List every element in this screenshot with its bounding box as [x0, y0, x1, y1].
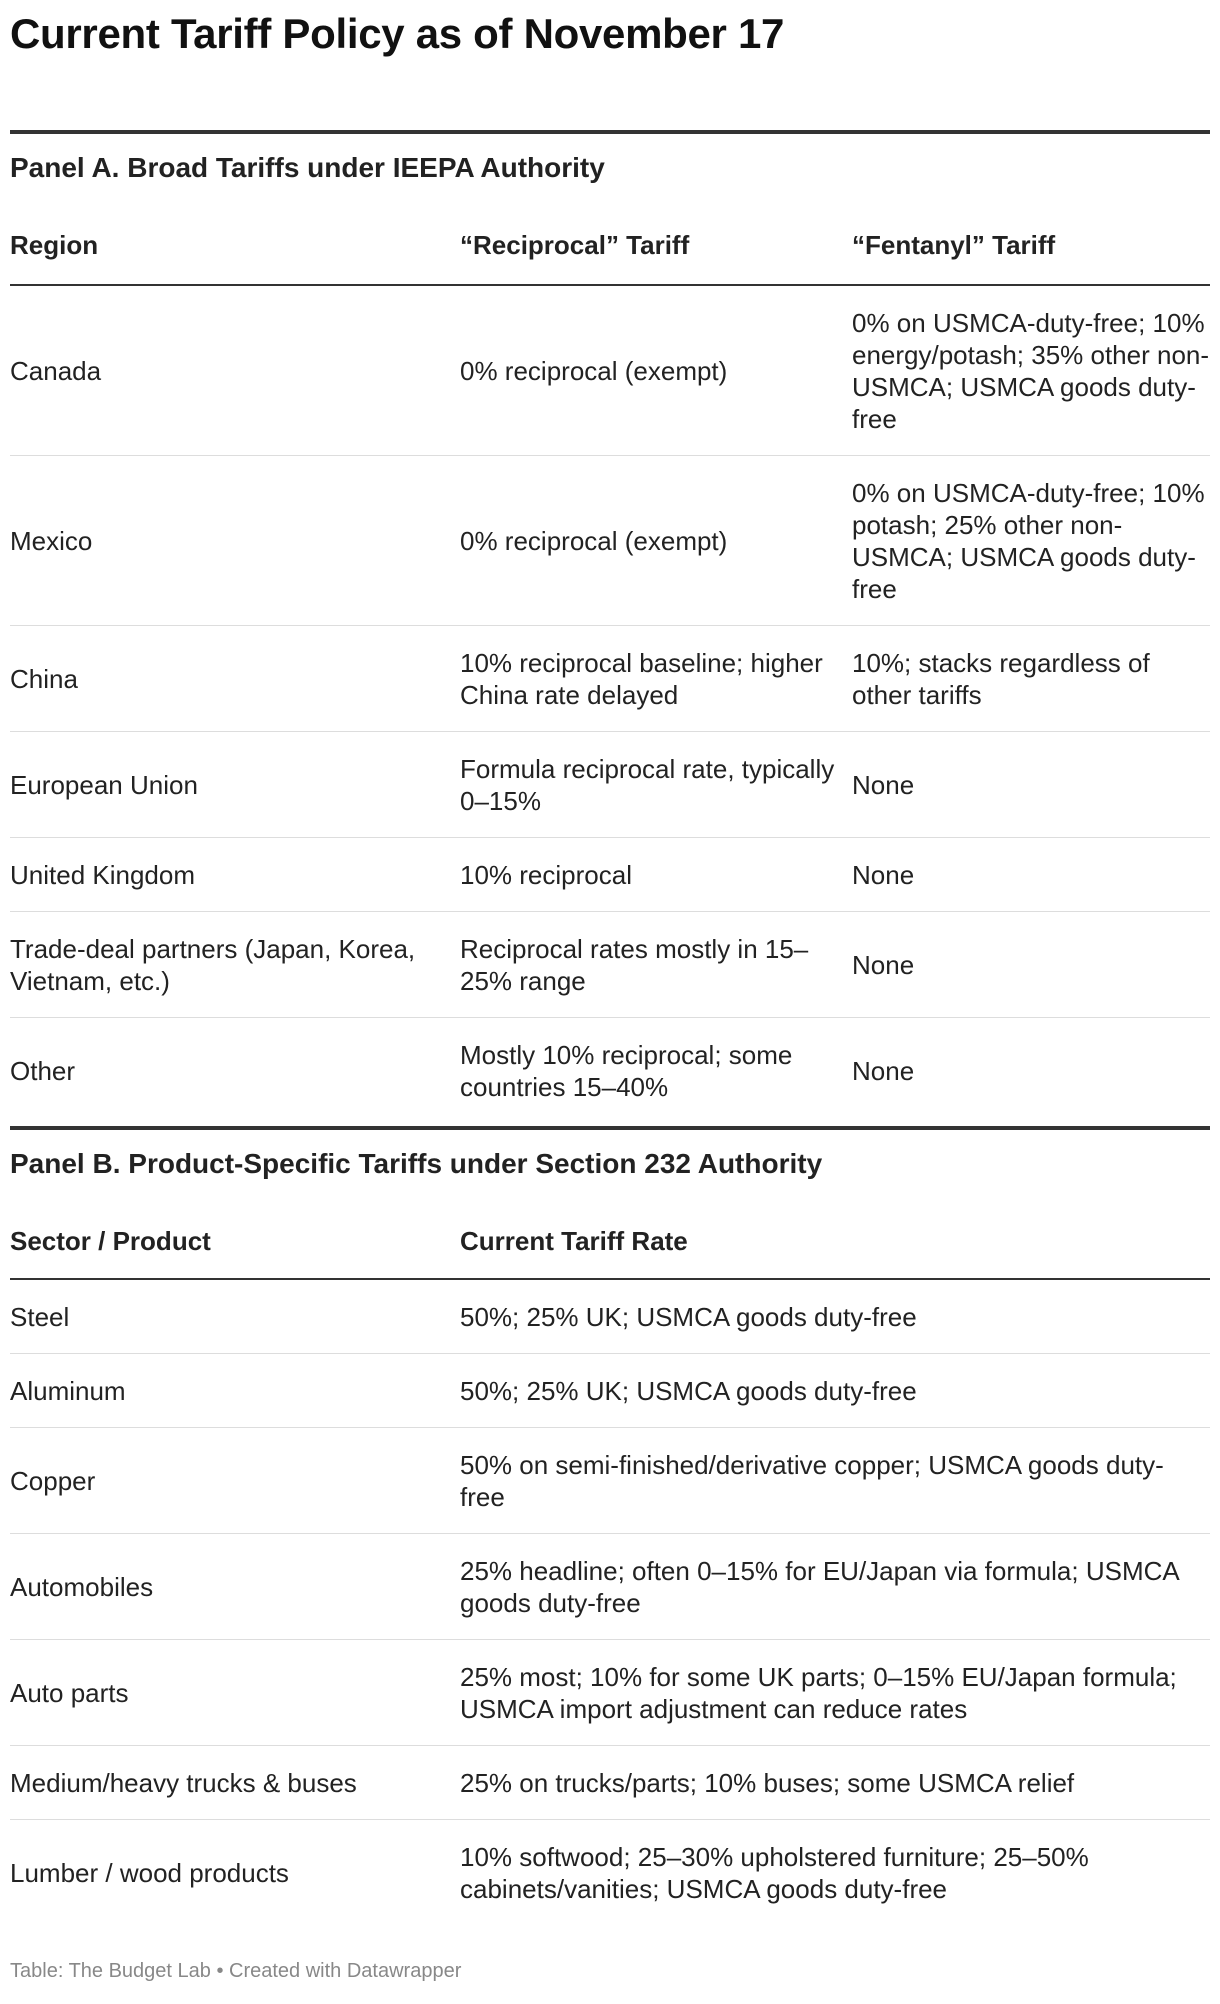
- table-row: United Kingdom 10% reciprocal None: [10, 838, 1210, 912]
- panel-b-header-rule: [10, 1278, 1210, 1280]
- rate-cell: 25% headline; often 0–15% for EU/Japan v…: [460, 1555, 1179, 1618]
- table-row: Lumber / wood products 10% softwood; 25–…: [10, 1820, 1210, 1926]
- header-current-tariff-rate: Current Tariff Rate: [460, 1226, 688, 1256]
- fentanyl-cell: None: [852, 769, 915, 800]
- panel-b-rule: [10, 1126, 1210, 1130]
- reciprocal-cell: 0% reciprocal (exempt): [460, 525, 728, 556]
- fentanyl-cell: None: [852, 1056, 915, 1086]
- fentanyl-cell: None: [852, 859, 915, 890]
- table-row: European Union Formula reciprocal rate, …: [10, 732, 1210, 838]
- page-title: Current Tariff Policy as of November 17: [10, 10, 785, 57]
- header-region: Region: [10, 230, 99, 260]
- reciprocal-cell: Formula reciprocal rate, typically 0–15%: [460, 753, 835, 816]
- table-row: Medium/heavy trucks & buses 25% on truck…: [10, 1746, 1210, 1820]
- panel-a: Panel A. Broad Tariffs under IEEPA Autho…: [10, 130, 1210, 1102]
- panel-b-title: Panel B. Product-Specific Tariffs under …: [10, 1148, 823, 1179]
- reciprocal-cell: 10% reciprocal baseline; higher China ra…: [460, 647, 823, 710]
- table-row: Aluminum 50%; 25% UK; USMCA goods duty-f…: [10, 1354, 1210, 1428]
- source-footer: Table: The Budget Lab • Created with Dat…: [10, 1960, 462, 1982]
- sector-cell: Steel: [10, 1301, 70, 1332]
- sector-cell: Copper: [10, 1465, 96, 1496]
- sector-cell: Medium/heavy trucks & buses: [10, 1767, 357, 1798]
- region-cell: China: [10, 663, 78, 694]
- region-cell: Mexico: [10, 525, 93, 556]
- fentanyl-cell: 10%; stacks regardless of other tariffs: [852, 647, 1150, 710]
- table-row: Steel 50%; 25% UK; USMCA goods duty-free: [10, 1280, 1210, 1354]
- rate-cell: 50%; 25% UK; USMCA goods duty-free: [460, 1301, 917, 1332]
- panel-b: Panel B. Product-Specific Tariffs under …: [10, 1126, 1210, 1904]
- rate-cell: 25% on trucks/parts; 10% buses; some USM…: [460, 1767, 1075, 1798]
- reciprocal-cell: Reciprocal rates mostly in 15–25% range: [460, 933, 809, 996]
- sector-cell: Auto parts: [10, 1677, 129, 1708]
- table-row: Automobiles 25% headline; often 0–15% fo…: [10, 1534, 1210, 1640]
- sector-cell: Aluminum: [10, 1375, 126, 1406]
- sector-cell: Automobiles: [10, 1571, 154, 1602]
- reciprocal-cell: Mostly 10% reciprocal; some countries 15…: [460, 1040, 793, 1102]
- header-fentanyl-tariff: “Fentanyl” Tariff: [852, 230, 1056, 260]
- panel-a-title: Panel A. Broad Tariffs under IEEPA Autho…: [10, 152, 605, 183]
- sector-cell: Lumber / wood products: [10, 1858, 289, 1888]
- reciprocal-cell: 0% reciprocal (exempt): [460, 355, 728, 386]
- region-cell: Other: [10, 1056, 76, 1086]
- panel-a-rule: [10, 130, 1210, 134]
- region-cell: United Kingdom: [10, 859, 195, 890]
- header-reciprocal-tariff: “Reciprocal” Tariff: [460, 230, 690, 260]
- table-row: Canada 0% reciprocal (exempt) 0% on USMC…: [10, 286, 1210, 456]
- table-row: Auto parts 25% most; 10% for some UK par…: [10, 1640, 1210, 1746]
- fentanyl-cell: 0% on USMCA-duty-free; 10% potash; 25% o…: [852, 477, 1205, 604]
- header-sector-product: Sector / Product: [10, 1226, 211, 1256]
- table-row: China 10% reciprocal baseline; higher Ch…: [10, 626, 1210, 732]
- fentanyl-cell: 0% on USMCA-duty-free; 10% energy/potash…: [852, 307, 1210, 434]
- panel-a-header-rule: [10, 284, 1210, 286]
- reciprocal-cell: 10% reciprocal: [460, 859, 632, 890]
- rate-cell: 25% most; 10% for some UK parts; 0–15% E…: [460, 1661, 1177, 1724]
- region-cell: European Union: [10, 769, 198, 800]
- table-row: Other Mostly 10% reciprocal; some countr…: [10, 1018, 1210, 1124]
- fentanyl-cell: None: [852, 949, 915, 980]
- rate-cell: 50% on semi-finished/derivative copper; …: [460, 1449, 1164, 1512]
- table-row: Trade-deal partners (Japan, Korea, Vietn…: [10, 912, 1210, 1018]
- region-cell: Trade-deal partners (Japan, Korea, Vietn…: [10, 933, 416, 996]
- table-row: Mexico 0% reciprocal (exempt) 0% on USMC…: [10, 456, 1210, 626]
- table-row: Copper 50% on semi-finished/derivative c…: [10, 1428, 1210, 1534]
- region-cell: Canada: [10, 355, 102, 386]
- rate-cell: 50%; 25% UK; USMCA goods duty-free: [460, 1375, 917, 1406]
- rate-cell: 10% softwood; 25–30% upholstered furnitu…: [460, 1842, 1089, 1904]
